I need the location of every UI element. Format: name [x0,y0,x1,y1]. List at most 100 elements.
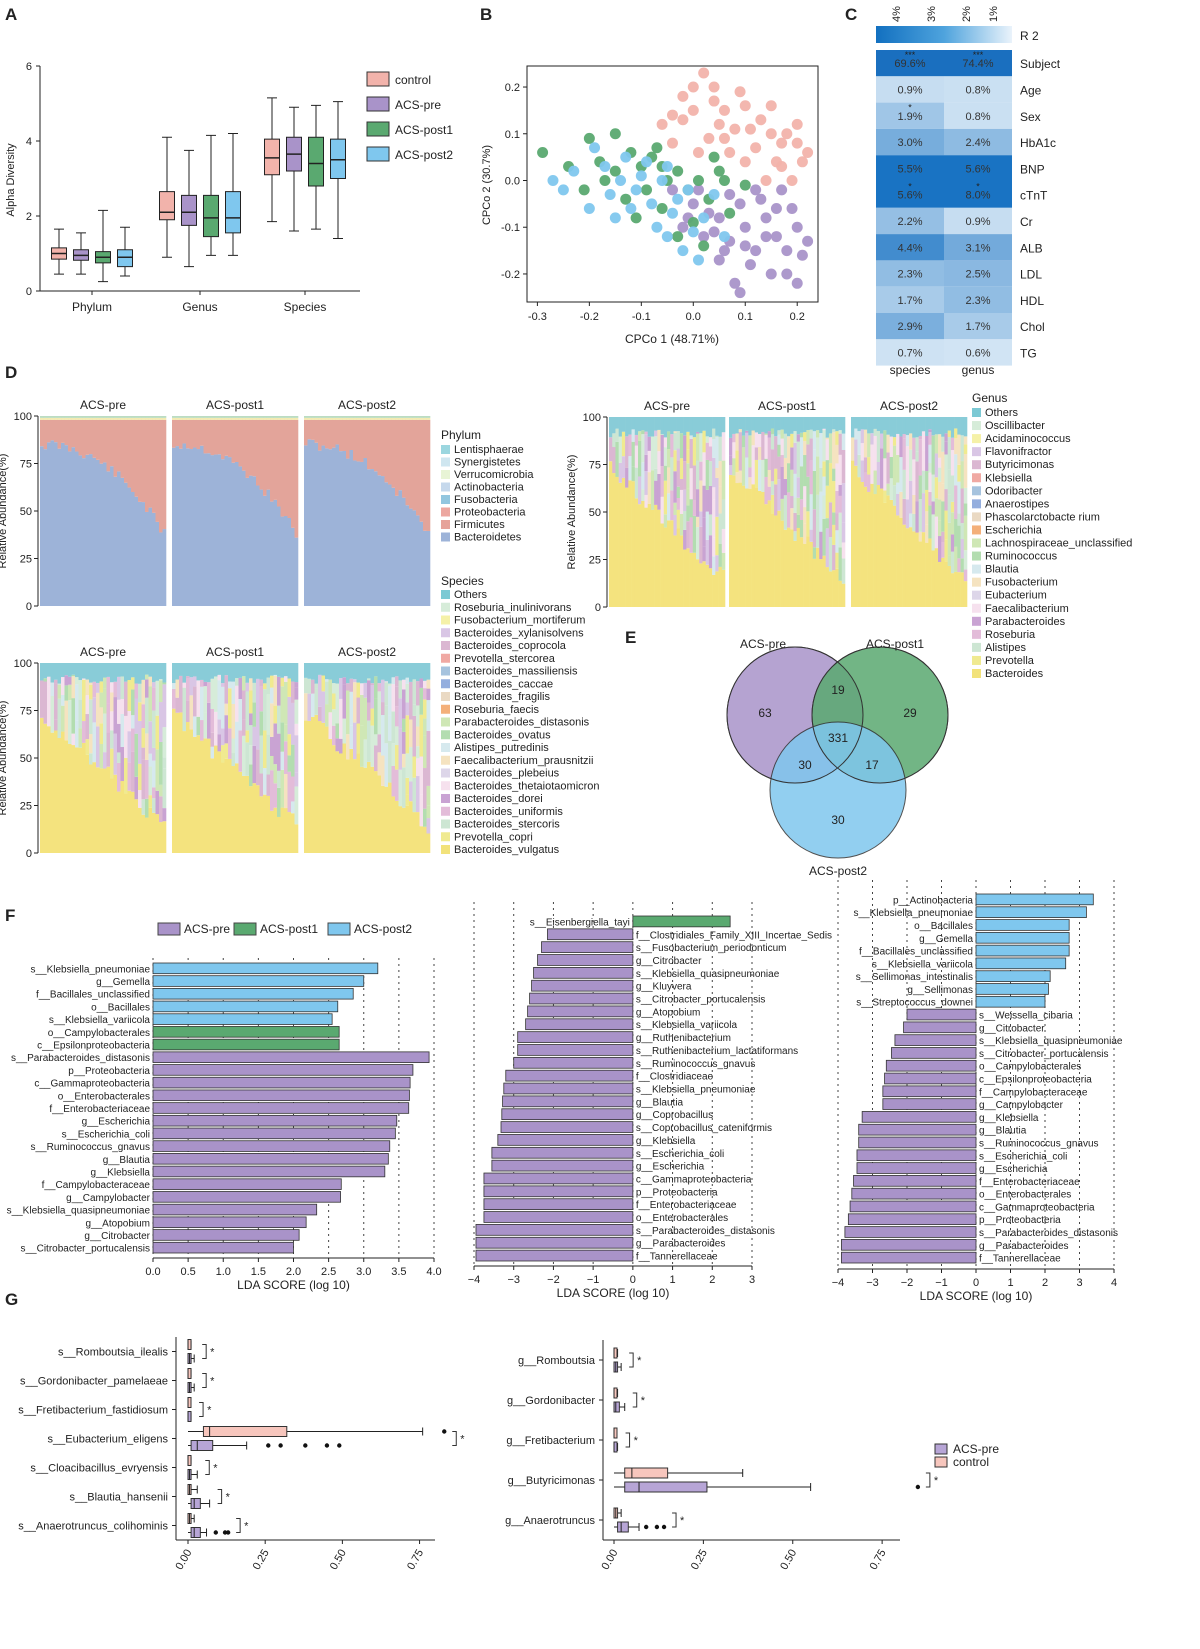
panel-d-bar-segment [57,698,62,739]
panel-d-bar-segment [631,481,636,607]
panel-d-bar-segment [803,543,807,607]
panel-d-group-title: ACS-pre [644,399,690,413]
panel-d-bar-segment [85,714,90,740]
panel-g-sig-star: * [641,1395,646,1407]
panel-d-bar-segment [280,807,285,853]
panel-d-bar-segment [412,777,417,813]
panel-a-box [225,191,241,234]
panel-f-bar-label: g__Escherichia [979,1164,1048,1175]
panel-d-bar-segment [384,681,389,683]
panel-d-bar-segment [654,436,658,469]
panel-f-bar [497,1134,634,1146]
panel-d-bar-segment [50,732,55,853]
panel-d-bar-segment [193,447,197,606]
panel-d-bar-segment [40,663,44,681]
panel-d-bar-segment [938,499,942,521]
panel-d-bar-segment [699,563,703,607]
panel-f-bar [853,1175,977,1187]
panel-d-bar-segment [806,430,810,445]
panel-d-bar-segment [738,482,743,607]
panel-c-cell [944,234,1012,261]
panel-d-bar-segment [82,721,86,743]
panel-d-bar-segment [141,814,146,853]
panel-f-bar [501,1108,634,1121]
panel-d-genus-swatch [972,460,981,470]
panel-d-bar-segment [426,700,431,731]
panel-d-bar-segment [68,451,72,606]
panel-d-bar-segment [277,705,281,734]
panel-c-cell-label: 2.3% [965,295,990,307]
panel-d-bar-segment [644,417,648,432]
panel-d-bar-segment [950,573,955,607]
panel-d-bar-segment [277,506,281,606]
panel-f-bar [844,1226,977,1238]
panel-d-bar-segment [912,513,916,532]
panel-c-cell-label: 4.4% [897,242,922,254]
panel-d-bar-segment [270,501,274,606]
panel-b-point [718,132,730,144]
panel-g-sig-star: * [934,1475,939,1487]
panel-d-bar-segment [679,417,684,434]
panel-d-bar-segment [266,774,271,796]
panel-d-bar-segment [692,552,697,607]
panel-d-bar-segment [311,419,315,440]
panel-d-bar-segment [280,516,285,606]
panel-b-point [734,198,746,210]
panel-d-bar-segment [71,698,76,734]
panel-d-bar-segment [342,417,347,420]
panel-d-bar-segment [423,416,427,418]
panel-d-bar-segment [729,465,733,475]
panel-d-bar-segment [696,516,700,528]
panel-a-box [203,194,219,238]
panel-d-bar-segment [342,718,347,744]
panel-d-bar-segment [71,745,76,853]
panel-d-bar-segment [381,679,385,703]
panel-d-bar-segment [409,681,413,720]
panel-c-star: *** [973,50,984,60]
panel-d-bar-segment [963,581,968,607]
panel-d-bar-segment [145,759,149,799]
panel-d-bar-segment [735,450,739,473]
panel-d-genus-label: Ruminococcus [985,551,1058,563]
panel-d-bar-segment [832,417,836,430]
panel-d-bar-segment [332,417,336,420]
panel-d-bar-segment [615,441,619,477]
panel-c-star: * [908,182,912,192]
panel-d-bar-segment [938,417,942,435]
panel-a-y-tick-label: 2 [26,211,32,223]
panel-d-bar-segment [963,550,968,570]
panel-d-bar-segment [957,481,961,514]
panel-f-bar-label: g__Campylobacter [979,1100,1064,1111]
panel-d-bar-segment [886,452,890,484]
panel-f-bar [856,1149,977,1162]
panel-d-bar-segment [175,419,180,447]
panel-c-cell-label: 2.5% [965,269,990,281]
panel-d-bar-segment [238,419,243,467]
panel-d-bar-segment [426,730,431,764]
panel-d-y-tick-label: 0 [26,601,32,613]
panel-d-bar-segment [64,685,69,701]
panel-f-bar-label: s__Klebsiella_pneumoniae [30,964,150,975]
panel-g-box [190,1527,201,1538]
panel-d-bar-segment [667,417,671,432]
panel-d-bar-segment [391,711,396,744]
panel-d-bar-segment [796,514,801,528]
panel-d-bar-segment [54,730,58,853]
panel-d-bar-segment [705,564,710,607]
panel-d-bar-segment [395,663,399,677]
panel-d-bar-segment [43,419,48,450]
panel-d-bar-segment [841,558,846,584]
panel-d-bar-segment [256,417,260,420]
panel-d-bar-segment [339,698,343,739]
panel-d-bar-segment [857,477,861,607]
panel-b-point [770,231,782,243]
panel-d-bar-segment [676,528,681,607]
panel-d-bar-segment [221,728,225,746]
panel-a-box [181,194,197,226]
panel-d-bar-segment [931,417,936,436]
panel-d-bar-segment [657,509,661,607]
panel-g-outlier [303,1443,308,1448]
panel-d-bar-segment [321,445,326,606]
panel-d-bar-segment [686,488,690,506]
panel-d-bar-segment [696,431,700,434]
